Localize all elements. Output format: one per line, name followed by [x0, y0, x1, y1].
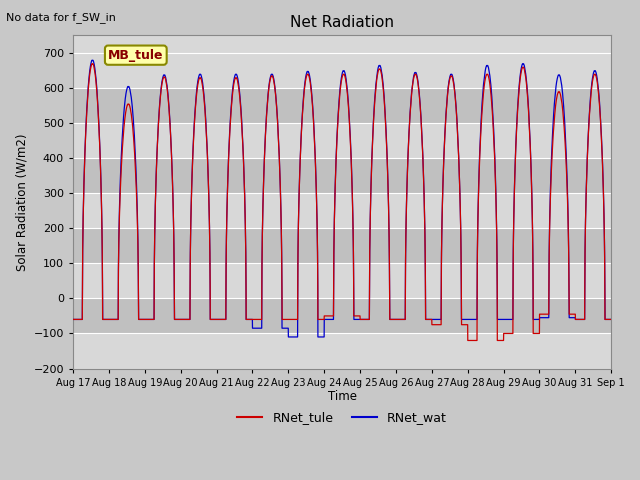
RNet_tule	[493, 337, 501, 343]
RNet_tule	[464, 337, 472, 343]
RNet_tule	[322, 313, 330, 319]
Bar	[73, 228, 611, 264]
RNet_wat	[607, 316, 614, 322]
RNet_wat	[323, 316, 330, 322]
RNet_tule	[69, 316, 77, 322]
Bar	[73, 88, 611, 123]
Line: RNet_tule: RNet_tule	[73, 64, 611, 340]
RNet_wat	[607, 316, 615, 322]
RNet_tule	[463, 322, 470, 327]
Bar	[73, 193, 611, 228]
RNet_tule	[88, 61, 96, 67]
RNet_wat	[88, 57, 96, 63]
RNet_tule	[607, 316, 615, 322]
Bar	[73, 53, 611, 88]
RNet_tule	[433, 322, 441, 327]
RNet_tule	[166, 120, 173, 125]
Title: Net Radiation: Net Radiation	[290, 15, 394, 30]
RNet_wat	[433, 316, 441, 322]
X-axis label: Time: Time	[328, 390, 356, 403]
RNet_wat	[493, 316, 501, 322]
Bar	[73, 264, 611, 299]
RNet_tule	[607, 316, 614, 322]
RNet_wat	[166, 118, 173, 123]
RNet_wat	[69, 316, 77, 322]
Line: RNet_wat: RNet_wat	[73, 60, 611, 337]
RNet_wat	[285, 334, 292, 340]
Text: No data for f_SW_in: No data for f_SW_in	[6, 12, 116, 23]
Legend: RNet_tule, RNet_wat: RNet_tule, RNet_wat	[232, 406, 452, 429]
Bar	[73, 334, 611, 369]
Text: MB_tule: MB_tule	[108, 48, 164, 61]
Bar	[73, 158, 611, 193]
Bar	[73, 123, 611, 158]
RNet_wat	[463, 316, 470, 322]
Bar	[73, 299, 611, 334]
Y-axis label: Solar Radiation (W/m2): Solar Radiation (W/m2)	[15, 133, 28, 271]
